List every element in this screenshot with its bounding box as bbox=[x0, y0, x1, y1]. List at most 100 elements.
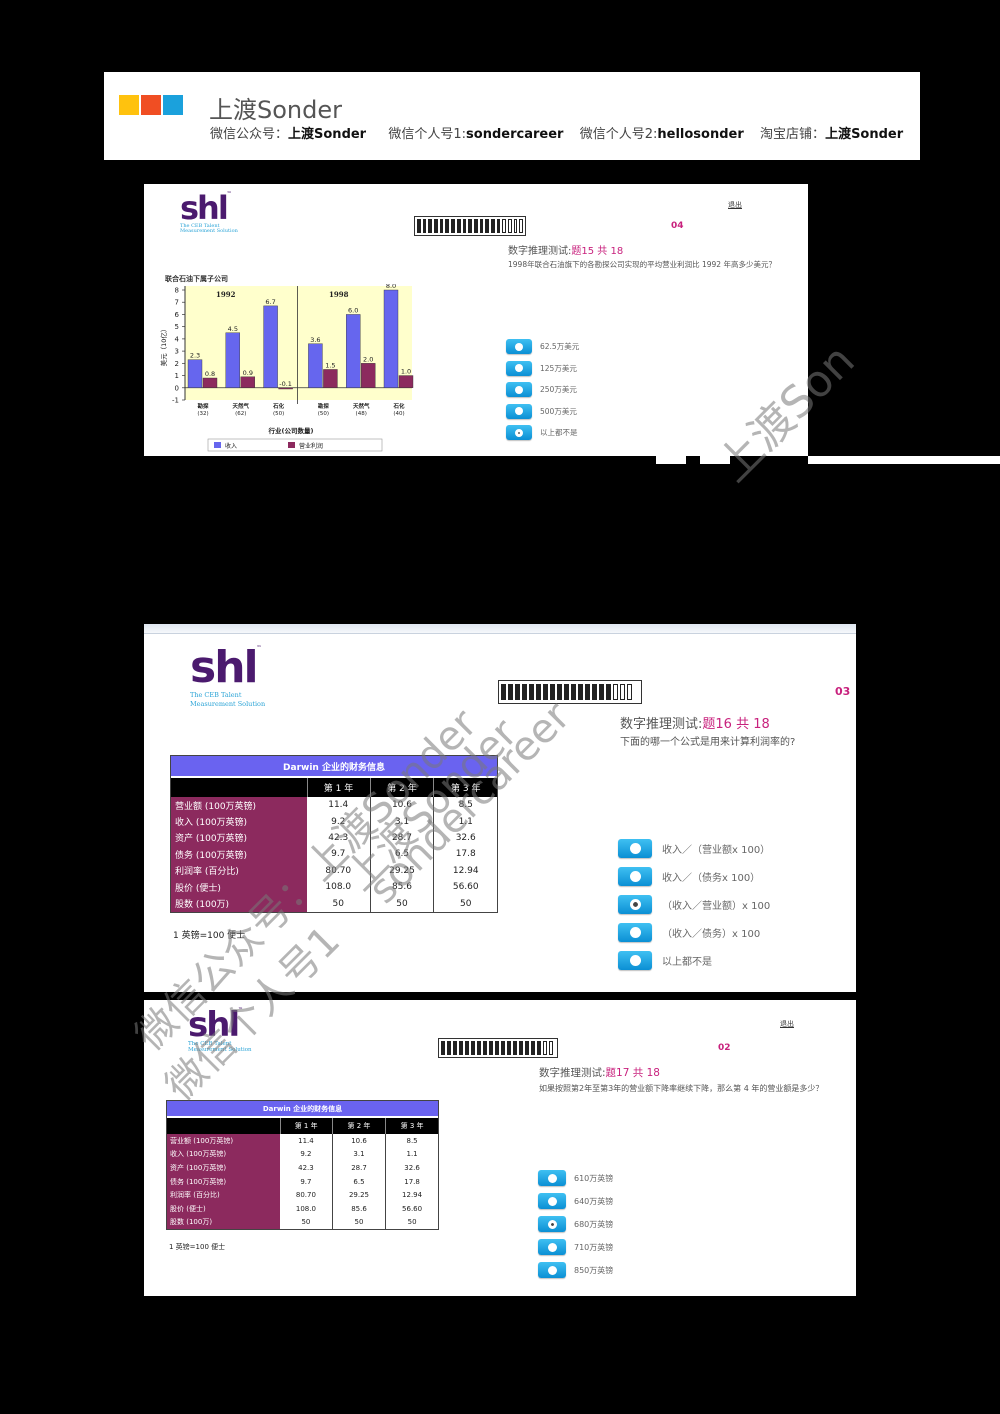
radio-button-icon[interactable] bbox=[538, 1216, 566, 1232]
answer-option[interactable]: 640万英镑 bbox=[538, 1193, 613, 1209]
progress-segment bbox=[531, 1041, 535, 1055]
progress-segment bbox=[479, 219, 484, 233]
progress-segment bbox=[468, 219, 472, 233]
contact-label: 微信公众号： bbox=[210, 127, 289, 142]
radio-button-icon[interactable] bbox=[538, 1170, 566, 1186]
svg-text:2.0: 2.0 bbox=[363, 355, 373, 363]
radio-button-icon[interactable] bbox=[618, 923, 652, 942]
question-heading: 数字推理测试:题15 共 18 bbox=[508, 246, 624, 257]
svg-text:石化: 石化 bbox=[272, 402, 285, 410]
progress-segment bbox=[571, 683, 576, 701]
svg-text:0.8: 0.8 bbox=[205, 370, 215, 378]
progress-segment bbox=[496, 219, 501, 233]
option-label: 250万美元 bbox=[540, 385, 577, 394]
answer-option[interactable]: 125万美元 bbox=[506, 360, 579, 376]
answer-option[interactable]: 500万美元 bbox=[506, 403, 579, 419]
answer-option[interactable]: 收入／（营业额x 100） bbox=[618, 839, 770, 858]
answer-option[interactable]: 710万英镑 bbox=[538, 1239, 613, 1255]
progress-segment bbox=[477, 1041, 481, 1055]
column-header bbox=[167, 1117, 281, 1134]
radio-button-icon[interactable] bbox=[506, 403, 532, 419]
answer-option[interactable]: 250万美元 bbox=[506, 382, 579, 397]
radio-button-icon[interactable] bbox=[506, 382, 532, 397]
svg-text:1992: 1992 bbox=[216, 290, 236, 299]
radio-button-icon[interactable] bbox=[618, 839, 652, 858]
scan-artifact bbox=[808, 456, 1000, 464]
row-label: 收入 (100万英镑) bbox=[171, 813, 307, 830]
row-label: 利润率 (百分比) bbox=[167, 1188, 280, 1202]
table-row: 营业额 (100万英镑) 11.4 10.6 8.5 bbox=[167, 1134, 438, 1148]
answer-options: 610万英镑 640万英镑 680万英镑 710万英镑 850万英镑 bbox=[538, 1170, 613, 1278]
timer: 04 bbox=[671, 221, 684, 231]
chart-title: 联合石油下属子公司 bbox=[165, 275, 228, 283]
row-label: 收入 (100万英镑) bbox=[167, 1147, 280, 1162]
answer-option[interactable]: 以上都不是 bbox=[506, 425, 579, 440]
progress-segment bbox=[507, 1041, 511, 1055]
contact-value: hellosonder bbox=[657, 127, 744, 142]
progress-segment bbox=[417, 219, 421, 233]
svg-text:天然气: 天然气 bbox=[233, 402, 250, 410]
window-top-bar bbox=[144, 624, 856, 634]
progress-segment bbox=[592, 683, 597, 701]
progress-segment bbox=[525, 1041, 529, 1055]
answer-option[interactable]: 680万英镑 bbox=[538, 1216, 613, 1232]
brand-square-yellow bbox=[119, 95, 139, 115]
svg-text:天然气: 天然气 bbox=[353, 402, 370, 410]
svg-text:5: 5 bbox=[175, 323, 179, 331]
svg-text:(48): (48) bbox=[356, 411, 367, 417]
progress-segment bbox=[578, 683, 583, 701]
radio-button-icon[interactable] bbox=[506, 360, 532, 376]
table-cell: 17.8 bbox=[433, 846, 497, 863]
table-cell: 10.6 bbox=[332, 1134, 387, 1148]
radio-button-icon[interactable] bbox=[618, 867, 652, 886]
answer-option[interactable]: 以上都不是 bbox=[618, 951, 770, 970]
answer-option[interactable]: （收入／营业额）x 100 bbox=[618, 895, 770, 914]
table-cell: 29.25 bbox=[332, 1188, 387, 1202]
answer-option[interactable]: 850万英镑 bbox=[538, 1262, 613, 1278]
answer-option[interactable]: 收入／（债务x 100） bbox=[618, 867, 770, 886]
radio-button-icon[interactable] bbox=[506, 425, 532, 440]
table-row: 营业额 (100万英镑) 11.4 10.6 8.5 bbox=[171, 797, 497, 814]
radio-button-icon[interactable] bbox=[618, 895, 652, 914]
svg-text:6.7: 6.7 bbox=[265, 298, 275, 306]
option-label: 以上都不是 bbox=[662, 957, 712, 968]
column-header: 第 3 年 bbox=[385, 1117, 438, 1134]
exit-link[interactable]: 退出 bbox=[728, 201, 742, 209]
svg-text:6.0: 6.0 bbox=[348, 306, 358, 314]
table-cell: 17.8 bbox=[385, 1174, 438, 1189]
table-caption: Darwin 企业的财务信息 bbox=[171, 756, 497, 778]
progress-segment bbox=[513, 1041, 517, 1055]
progress-segment bbox=[627, 683, 632, 701]
exit-link[interactable]: 退出 bbox=[780, 1020, 794, 1028]
progress-bar bbox=[414, 216, 526, 236]
radio-button-icon[interactable] bbox=[618, 951, 652, 970]
progress-segment bbox=[522, 683, 527, 701]
answer-option[interactable]: 610万英镑 bbox=[538, 1170, 613, 1186]
table-cell: 50 bbox=[332, 1215, 387, 1230]
svg-text:勘探: 勘探 bbox=[318, 402, 330, 410]
progress-segment bbox=[471, 1041, 475, 1055]
svg-text:美元（10亿）: 美元（10亿） bbox=[159, 326, 168, 367]
progress-segment bbox=[557, 683, 562, 701]
svg-text:(50): (50) bbox=[273, 411, 284, 417]
table-cell: 12.94 bbox=[385, 1188, 438, 1202]
svg-text:7: 7 bbox=[175, 299, 179, 307]
answer-option[interactable]: 62.5万美元 bbox=[506, 339, 579, 354]
answer-option[interactable]: （收入／债务）x 100 bbox=[618, 923, 770, 942]
progress-segment bbox=[445, 219, 450, 233]
progress-segment bbox=[462, 219, 467, 233]
progress-segment bbox=[519, 219, 524, 233]
radio-button-icon[interactable] bbox=[538, 1262, 566, 1278]
svg-text:3.6: 3.6 bbox=[310, 336, 320, 344]
brand-title: 上渡Sonder bbox=[209, 96, 342, 124]
progress-segment bbox=[502, 219, 506, 233]
radio-button-icon[interactable] bbox=[538, 1239, 566, 1255]
svg-text:-0.1: -0.1 bbox=[279, 380, 292, 388]
option-label: 收入／（营业额x 100） bbox=[662, 845, 771, 856]
question-text: 1998年联合石油旗下的各勘探公司实现的平均营业利润比 1992 年高多少美元？ bbox=[508, 260, 776, 269]
radio-button-icon[interactable] bbox=[506, 339, 532, 354]
progress-segment bbox=[508, 683, 513, 701]
table-cell: 9.7 bbox=[280, 1174, 333, 1189]
radio-button-icon[interactable] bbox=[538, 1193, 566, 1209]
column-header: 第 1 年 bbox=[280, 1117, 333, 1134]
